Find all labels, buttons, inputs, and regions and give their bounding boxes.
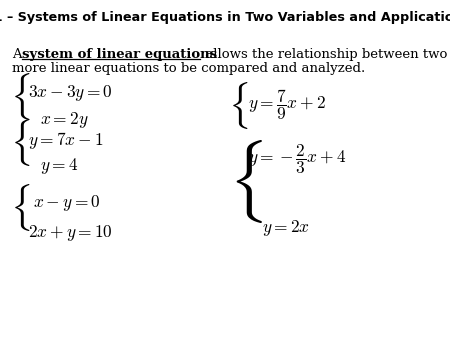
Text: $y=7x-1$: $y=7x-1$ (28, 130, 104, 151)
Text: $x=2y$: $x=2y$ (40, 110, 89, 129)
Text: $x-y=0$: $x-y=0$ (33, 193, 100, 213)
Text: $\{$: $\{$ (228, 80, 248, 130)
Text: more linear equations to be compared and analyzed.: more linear equations to be compared and… (12, 62, 365, 75)
Text: $y=\dfrac{7}{9}x+2$: $y=\dfrac{7}{9}x+2$ (248, 88, 326, 122)
Text: $3x-3y=0$: $3x-3y=0$ (28, 82, 113, 102)
Text: $\{$: $\{$ (10, 71, 30, 122)
Text: $\{$: $\{$ (10, 182, 30, 233)
Text: $y=2x$: $y=2x$ (262, 218, 310, 238)
Text: $\{$: $\{$ (228, 138, 263, 225)
Text: 5.1 – Systems of Linear Equations in Two Variables and Applications: 5.1 – Systems of Linear Equations in Two… (0, 11, 450, 24)
Text: allows the relationship between two or: allows the relationship between two or (201, 48, 450, 61)
Text: $y=4$: $y=4$ (40, 156, 78, 176)
Text: $2x+y=10$: $2x+y=10$ (28, 223, 113, 243)
Text: system of linear equations: system of linear equations (22, 48, 217, 61)
Text: A: A (12, 48, 26, 61)
Text: $y=-\dfrac{2}{3}x+4$: $y=-\dfrac{2}{3}x+4$ (248, 143, 346, 176)
Text: $\{$: $\{$ (10, 117, 30, 168)
